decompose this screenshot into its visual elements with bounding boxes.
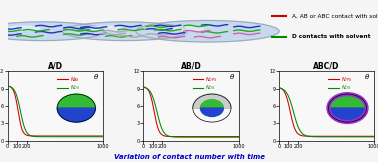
Text: D contacts with solvent: D contacts with solvent bbox=[292, 34, 370, 39]
Text: $N_{AS}$: $N_{AS}$ bbox=[70, 75, 80, 84]
Text: $N_{DS}$: $N_{DS}$ bbox=[70, 83, 80, 92]
Text: Variation of contact number with time: Variation of contact number with time bbox=[113, 154, 265, 160]
Text: A, AB or ABC contact with solvent: A, AB or ABC contact with solvent bbox=[292, 13, 378, 18]
Text: $N_{TPS}$: $N_{TPS}$ bbox=[341, 75, 353, 84]
Circle shape bbox=[168, 25, 204, 31]
Text: $N_{DS}$: $N_{DS}$ bbox=[341, 83, 351, 92]
Text: $\theta$: $\theta$ bbox=[229, 72, 235, 81]
Wedge shape bbox=[57, 108, 95, 122]
Title: ABC/D: ABC/D bbox=[313, 62, 340, 71]
Circle shape bbox=[62, 22, 187, 40]
Wedge shape bbox=[57, 94, 95, 108]
Title: A/D: A/D bbox=[48, 62, 63, 71]
Text: $\theta$: $\theta$ bbox=[364, 72, 370, 81]
Wedge shape bbox=[193, 94, 231, 108]
Text: $N_{DS}$: $N_{DS}$ bbox=[205, 83, 215, 92]
Circle shape bbox=[8, 26, 39, 31]
Text: $N_{DPS}$: $N_{DPS}$ bbox=[205, 75, 218, 84]
Wedge shape bbox=[200, 100, 223, 108]
Text: $\theta$: $\theta$ bbox=[93, 72, 99, 81]
Circle shape bbox=[91, 26, 122, 31]
Wedge shape bbox=[328, 108, 367, 122]
Circle shape bbox=[136, 20, 279, 42]
Wedge shape bbox=[200, 108, 223, 116]
Circle shape bbox=[0, 22, 105, 40]
Wedge shape bbox=[193, 94, 231, 108]
Title: AB/D: AB/D bbox=[181, 62, 201, 71]
Wedge shape bbox=[328, 94, 367, 108]
